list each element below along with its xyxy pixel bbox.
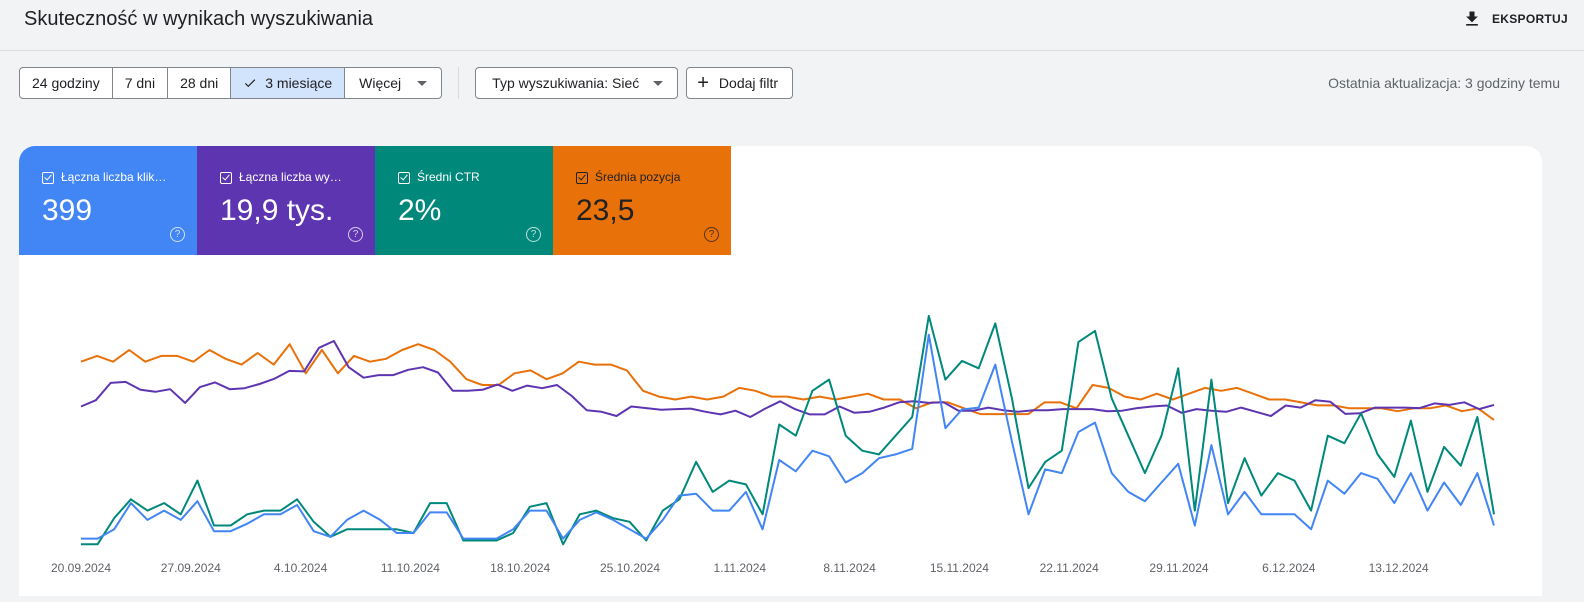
x-tick-label: 8.11.2024 (823, 561, 876, 575)
range-28d-label: 28 dni (180, 75, 219, 91)
x-tick-label: 4.10.2024 (274, 561, 328, 575)
page-header: Skuteczność w wynikach wyszukiwania EKSP… (0, 0, 1584, 52)
series-line-impressions (80, 340, 1495, 418)
checkbox-checked-icon (220, 172, 232, 184)
metric-label: Średni CTR (417, 170, 480, 184)
more-label: Więcej (359, 75, 402, 91)
search-type-label: Typ wyszukiwania: Sieć (492, 75, 640, 91)
help-icon[interactable]: ? (526, 227, 541, 242)
x-tick-label: 25.10.2024 (600, 561, 660, 575)
page-title: Skuteczność w wynikach wyszukiwania (24, 8, 374, 30)
metric-value: 2% (398, 194, 442, 227)
range-28d-button[interactable]: 28 dni (168, 68, 232, 98)
metric-tile-ctr[interactable]: Średni CTR 2% ? (375, 146, 553, 255)
chevron-down-icon (417, 80, 428, 86)
range-24h-button[interactable]: 24 godziny (20, 68, 113, 98)
x-tick-label: 29.11.2024 (1149, 561, 1208, 575)
download-icon (1466, 11, 1478, 26)
check-icon (245, 79, 256, 88)
series-line-clicks (81, 333, 1495, 540)
checkbox-checked-icon (398, 172, 410, 184)
more-ranges-dropdown[interactable]: Więcej (345, 68, 441, 98)
checkbox-checked-icon (576, 172, 588, 184)
metric-tile-position[interactable]: Średnia pozycja 23,5 ? (553, 146, 731, 255)
x-tick-label: 15.11.2024 (930, 561, 989, 575)
series-line-ctr (81, 314, 1495, 546)
x-tick-label: 11.10.2024 (381, 561, 440, 575)
help-icon[interactable]: ? (348, 227, 363, 242)
range-7d-label: 7 dni (124, 75, 156, 91)
metric-label: Średnia pozycja (595, 170, 681, 184)
range-3m-button[interactable]: 3 miesiące (231, 68, 346, 98)
range-24h-label: 24 godziny (32, 75, 100, 91)
last-updated-text: Ostatnia aktualizacja: 3 godziny temu (1328, 75, 1560, 91)
plus-icon: + (697, 72, 709, 94)
metric-label: Łączna liczba klik… (61, 170, 167, 184)
performance-card: 20.09.2024 27.09.2024 4.10.2024 11.10.2024 1… (19, 146, 1542, 596)
x-tick-label: 20.09.2024 (51, 561, 111, 575)
metric-tile-impressions[interactable]: Łączna liczba wy… 19,9 tys. ? (197, 146, 375, 255)
toolbar-divider (458, 67, 460, 99)
chevron-down-icon (653, 80, 664, 86)
x-tick-label: 13.12.2024 (1369, 561, 1429, 575)
filter-toolbar: 24 godziny 7 dni 28 dni 3 miesiące Więce… (19, 67, 794, 99)
header-divider (0, 50, 1584, 51)
search-type-filter[interactable]: Typ wyszukiwania: Sieć (475, 67, 679, 99)
metric-value: 399 (42, 194, 93, 227)
x-tick-label: 1.11.2024 (714, 561, 767, 575)
performance-line-chart: 20.09.2024 27.09.2024 4.10.2024 11.10.2024 1… (51, 314, 1495, 575)
help-icon[interactable]: ? (170, 227, 185, 242)
export-button[interactable]: EKSPORTUJ (1462, 8, 1568, 30)
metric-label: Łączna liczba wy… (239, 170, 342, 184)
series-line-position (80, 343, 1495, 421)
add-filter-label: Dodaj filtr (718, 75, 779, 91)
x-tick-label: 27.09.2024 (161, 561, 221, 575)
metric-value: 19,9 tys. (220, 194, 334, 227)
metric-tile-clicks[interactable]: Łączna liczba klik… 399 ? (19, 146, 197, 255)
export-label: EKSPORTUJ (1491, 12, 1568, 26)
range-7d-button[interactable]: 7 dni (113, 68, 169, 98)
add-filter-button[interactable]: + Dodaj filtr (686, 67, 794, 99)
metric-tiles: Łączna liczba klik… 399 ? Łączna liczba … (19, 146, 731, 255)
metric-value: 23,5 (576, 194, 635, 227)
checkbox-checked-icon (42, 172, 54, 184)
help-icon[interactable]: ? (704, 227, 719, 242)
x-tick-label: 6.12.2024 (1262, 561, 1316, 575)
date-range-selector: 24 godziny 7 dni 28 dni 3 miesiące Więce… (19, 67, 443, 99)
x-tick-label: 18.10.2024 (490, 561, 550, 575)
x-tick-label: 22.11.2024 (1040, 561, 1099, 575)
range-3m-label: 3 miesiące (265, 75, 333, 91)
